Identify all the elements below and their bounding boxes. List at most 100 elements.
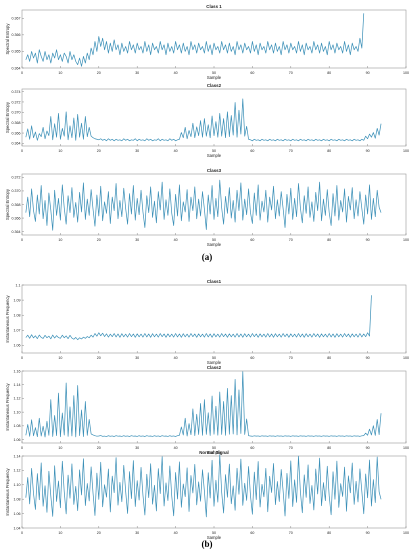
x-tick-label: 40 xyxy=(174,238,178,242)
x-tick-label: 0 xyxy=(21,71,23,75)
subfigure-label-b: (b) xyxy=(201,539,213,549)
y-tick-label: 0.372 xyxy=(12,176,21,180)
x-tick-label: 50 xyxy=(212,356,216,360)
plot-area xyxy=(21,284,407,354)
x-axis-label: Sample xyxy=(207,450,222,455)
x-tick-label: 90 xyxy=(366,356,370,360)
chart-5: 0 10 20 30 40 50 60 70 80 90 100 1.06 1.08 1.10 1.12 1.… xyxy=(5,365,409,455)
x-tick-label: 30 xyxy=(135,531,139,535)
y-tick-label: 1.14 xyxy=(14,383,21,387)
x-tick-label: 60 xyxy=(250,149,254,153)
chart-1: 0 10 20 30 40 50 60 70 80 90 100 0.364 0.365 0.366 0.3… xyxy=(5,4,409,80)
plot-area xyxy=(21,455,407,529)
x-tick-label: 40 xyxy=(174,149,178,153)
plot-area xyxy=(21,173,407,236)
y-tick-label: 1.16 xyxy=(14,369,21,373)
x-tick-label: 100 xyxy=(403,356,409,360)
x-tick-label: 20 xyxy=(97,531,101,535)
x-tick-label: 30 xyxy=(135,71,139,75)
x-tick-label: 0 xyxy=(21,238,23,242)
x-tick-label: 0 xyxy=(21,356,23,360)
y-tick-label: 0.364 xyxy=(12,230,21,234)
x-tick-label: 30 xyxy=(135,356,139,360)
x-tick-label: 90 xyxy=(366,446,370,450)
x-tick-label: 60 xyxy=(250,446,254,450)
x-tick-label: 40 xyxy=(174,531,178,535)
y-tick-label: 1.07 xyxy=(14,329,21,333)
x-axis-label: Sample xyxy=(207,360,222,365)
y-tick-label: 1.06 xyxy=(14,438,21,442)
y-tick-label: 1.12 xyxy=(14,469,21,473)
y-axis-label: Instantaneous Frequency xyxy=(5,294,10,342)
y-axis-label: Instantaneous Frequency xyxy=(5,382,10,430)
series-line xyxy=(25,295,372,341)
chart-6: 0 10 20 30 40 50 60 70 80 90 100 1.04 1.06 1.08 1.10 1.… xyxy=(5,450,409,540)
y-tick-label: 1.06 xyxy=(14,344,21,348)
x-axis-label: Sample xyxy=(207,242,222,247)
x-axis-label: Sample xyxy=(207,75,222,80)
x-tick-label: 60 xyxy=(250,71,254,75)
series-line xyxy=(25,454,382,518)
x-tick-label: 80 xyxy=(327,71,331,75)
x-tick-label: 70 xyxy=(289,356,293,360)
x-tick-label: 80 xyxy=(327,446,331,450)
x-tick-label: 30 xyxy=(135,238,139,242)
x-tick-label: 50 xyxy=(212,71,216,75)
x-tick-label: 30 xyxy=(135,446,139,450)
x-tick-label: 20 xyxy=(97,356,101,360)
x-tick-label: 80 xyxy=(327,149,331,153)
x-tick-label: 40 xyxy=(174,446,178,450)
x-tick-label: 50 xyxy=(212,446,216,450)
x-tick-label: 0 xyxy=(21,149,23,153)
x-axis-label: Sample xyxy=(207,153,222,158)
chart-title: Class2 xyxy=(207,83,222,88)
y-tick-label: 0.366 xyxy=(12,216,21,220)
y-tick-label: 1.10 xyxy=(14,410,21,414)
y-axis-label: Spectral Entropy xyxy=(5,188,10,220)
y-tick-label: 1.08 xyxy=(14,498,21,502)
x-tick-label: 20 xyxy=(97,149,101,153)
x-tick-label: 80 xyxy=(327,531,331,535)
series-line xyxy=(25,179,382,231)
x-tick-label: 100 xyxy=(403,238,409,242)
subfigure-label-a: (a) xyxy=(201,252,213,262)
chart-3: 0 10 20 30 40 50 60 70 80 90 100 0.364 0.366 0.368 0.3… xyxy=(5,168,409,247)
x-tick-label: 70 xyxy=(289,446,293,450)
chart-title: Class1 xyxy=(207,279,222,284)
y-tick-label: 1.08 xyxy=(14,314,21,318)
x-tick-label: 30 xyxy=(135,149,139,153)
y-tick-label: 0.368 xyxy=(12,203,21,207)
y-tick-label: 1.08 xyxy=(14,424,21,428)
x-tick-label: 10 xyxy=(58,356,62,360)
series-line xyxy=(25,371,382,438)
y-tick-label: 1.09 xyxy=(14,298,21,302)
chart-2: 0 10 20 30 40 50 60 70 80 90 100 0.364 0.366 0.368 0.3… xyxy=(5,83,409,158)
y-tick-label: 1.12 xyxy=(14,397,21,401)
chart-title: Class 1 xyxy=(206,4,222,9)
y-tick-label: 0.366 xyxy=(12,33,21,37)
y-tick-label: 0.372 xyxy=(12,100,21,104)
x-tick-label: 10 xyxy=(58,446,62,450)
series-line xyxy=(25,13,365,67)
x-tick-label: 60 xyxy=(250,238,254,242)
y-tick-label: 1.14 xyxy=(14,454,21,458)
x-tick-label: 100 xyxy=(403,71,409,75)
chart-title: Class2 xyxy=(207,365,222,370)
x-tick-label: 0 xyxy=(21,446,23,450)
y-tick-label: 1.04 xyxy=(14,526,21,530)
x-tick-label: 90 xyxy=(366,238,370,242)
chart-title: Normal Signal xyxy=(199,450,229,455)
chart-title: Class3 xyxy=(207,168,222,173)
x-tick-label: 10 xyxy=(58,71,62,75)
x-tick-label: 50 xyxy=(212,149,216,153)
x-tick-label: 40 xyxy=(174,356,178,360)
x-tick-label: 80 xyxy=(327,356,331,360)
y-tick-label: 0.368 xyxy=(12,121,21,125)
x-tick-label: 0 xyxy=(21,531,23,535)
x-tick-label: 90 xyxy=(366,531,370,535)
x-tick-label: 60 xyxy=(250,356,254,360)
y-axis-label: Spectral Entropy xyxy=(5,23,10,55)
chart-4: 0 10 20 30 40 50 60 70 80 90 100 1.06 1.07 1.08 1.09 1.… xyxy=(5,279,409,365)
x-tick-label: 90 xyxy=(366,71,370,75)
